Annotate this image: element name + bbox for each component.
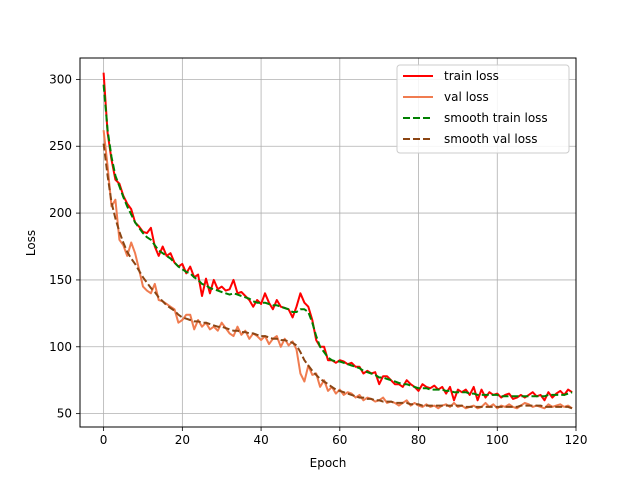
y-tick-label: 150: [49, 273, 72, 287]
y-tick-label: 200: [49, 206, 72, 220]
legend-label-train-loss: train loss: [444, 69, 499, 83]
x-tick-label: 60: [332, 433, 347, 447]
y-tick-label: 250: [49, 139, 72, 153]
x-tick-label: 120: [565, 433, 588, 447]
x-tick-label: 0: [100, 433, 108, 447]
x-axis-label: Epoch: [310, 456, 347, 470]
y-axis-label: Loss: [24, 230, 38, 256]
legend-label-smooth-train-loss: smooth train loss: [444, 111, 548, 125]
series-layer: [102, 72, 573, 410]
x-tick-label: 100: [486, 433, 509, 447]
axes-frame: [79, 57, 577, 428]
legend-label-smooth-val-loss: smooth val loss: [444, 132, 538, 146]
grid-lines: [80, 58, 577, 427]
legend-box: [396, 64, 570, 154]
x-tick-label: 20: [175, 433, 190, 447]
y-tick-label: 300: [49, 72, 72, 86]
x-tick-label: 40: [253, 433, 268, 447]
y-tick-label: 100: [49, 340, 72, 354]
legend-label-val-loss: val loss: [444, 90, 489, 104]
ticks-layer: 0 20 40 60 80 100 120 50 100 150 200 250 300: [49, 72, 587, 447]
x-tick-label: 80: [411, 433, 426, 447]
legend: train loss val loss smooth train loss smoot…: [396, 64, 570, 154]
series-line-smooth-train-loss: [102, 84, 573, 398]
y-tick-label: 50: [57, 407, 72, 421]
series-line-val-loss: [102, 130, 573, 410]
